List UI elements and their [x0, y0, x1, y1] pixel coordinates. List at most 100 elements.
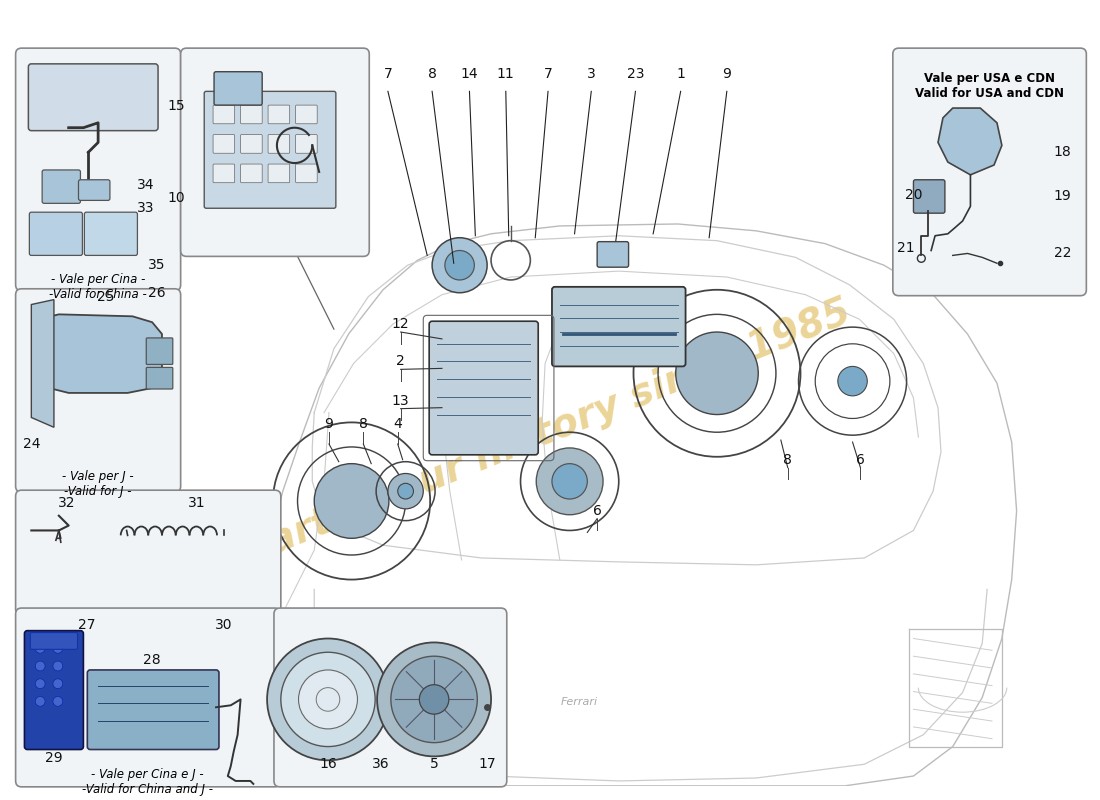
Text: 4: 4	[394, 418, 403, 431]
FancyBboxPatch shape	[552, 287, 685, 366]
FancyBboxPatch shape	[85, 212, 138, 255]
FancyBboxPatch shape	[296, 134, 317, 154]
Text: 17: 17	[478, 758, 496, 771]
Text: 6: 6	[856, 453, 865, 466]
Text: - Vale per Cina -
-Valid for China -: - Vale per Cina - -Valid for China -	[50, 273, 147, 301]
Polygon shape	[31, 300, 54, 427]
FancyBboxPatch shape	[274, 608, 507, 787]
Text: 20: 20	[904, 187, 922, 202]
Polygon shape	[40, 314, 162, 393]
Text: - Vale per J -
-Valid for J -: - Vale per J - -Valid for J -	[63, 470, 134, 498]
Circle shape	[35, 661, 45, 671]
Circle shape	[444, 250, 474, 280]
Circle shape	[675, 332, 758, 414]
FancyBboxPatch shape	[241, 164, 262, 182]
Polygon shape	[938, 108, 1002, 175]
FancyBboxPatch shape	[146, 338, 173, 365]
Text: 30: 30	[216, 618, 232, 632]
Text: 26: 26	[148, 286, 166, 300]
FancyBboxPatch shape	[268, 105, 289, 124]
FancyBboxPatch shape	[24, 630, 84, 750]
Circle shape	[53, 661, 63, 671]
Text: 3: 3	[587, 66, 595, 81]
FancyBboxPatch shape	[180, 48, 370, 256]
Circle shape	[53, 678, 63, 689]
FancyBboxPatch shape	[913, 180, 945, 213]
Circle shape	[330, 479, 373, 522]
Text: 36: 36	[372, 758, 389, 771]
Circle shape	[35, 643, 45, 654]
Text: 12: 12	[392, 317, 409, 331]
Text: 23: 23	[627, 66, 645, 81]
Text: 8: 8	[783, 453, 792, 466]
FancyBboxPatch shape	[268, 164, 289, 182]
Text: 2: 2	[396, 354, 405, 369]
Circle shape	[315, 464, 389, 538]
Circle shape	[298, 670, 358, 729]
Text: 22: 22	[1054, 246, 1071, 261]
Text: 31: 31	[188, 496, 206, 510]
Circle shape	[419, 685, 449, 714]
Text: 13: 13	[392, 394, 409, 408]
Text: 24: 24	[23, 437, 40, 451]
FancyBboxPatch shape	[78, 180, 110, 200]
Text: - Vale per Cina e J -
-Valid for China and J -: - Vale per Cina e J - -Valid for China a…	[81, 768, 212, 796]
FancyBboxPatch shape	[146, 367, 173, 389]
Text: 33: 33	[136, 202, 154, 215]
Text: 21: 21	[896, 241, 914, 254]
Circle shape	[432, 238, 487, 293]
FancyBboxPatch shape	[268, 134, 289, 154]
Circle shape	[267, 638, 389, 760]
FancyBboxPatch shape	[597, 242, 628, 267]
Text: 34: 34	[136, 178, 154, 192]
FancyBboxPatch shape	[15, 289, 180, 492]
FancyBboxPatch shape	[296, 105, 317, 124]
Text: 35: 35	[148, 258, 166, 272]
Text: 15: 15	[168, 99, 186, 113]
FancyBboxPatch shape	[15, 490, 280, 615]
Text: 27: 27	[78, 618, 95, 632]
FancyBboxPatch shape	[214, 72, 262, 105]
Circle shape	[388, 474, 424, 509]
Circle shape	[53, 643, 63, 654]
Text: 10: 10	[168, 191, 186, 206]
FancyBboxPatch shape	[429, 322, 538, 455]
Circle shape	[377, 642, 491, 756]
Text: 8: 8	[428, 66, 437, 81]
Text: 5: 5	[430, 758, 439, 771]
Text: Ferrari: Ferrari	[561, 698, 598, 707]
Text: 9: 9	[723, 66, 732, 81]
Text: 29: 29	[45, 751, 63, 766]
FancyBboxPatch shape	[205, 91, 336, 208]
Circle shape	[838, 366, 867, 396]
FancyBboxPatch shape	[31, 633, 77, 650]
Circle shape	[692, 349, 741, 398]
Text: 7: 7	[543, 66, 552, 81]
Text: 6: 6	[593, 504, 602, 518]
FancyBboxPatch shape	[42, 170, 80, 203]
Text: 9: 9	[324, 418, 333, 431]
Text: Vale per USA e CDN
Valid for USA and CDN: Vale per USA e CDN Valid for USA and CDN	[915, 72, 1064, 100]
FancyBboxPatch shape	[29, 64, 158, 130]
Text: 8: 8	[359, 418, 367, 431]
Circle shape	[35, 697, 45, 706]
Text: 32: 32	[58, 496, 76, 510]
Text: 25: 25	[97, 290, 114, 304]
FancyBboxPatch shape	[296, 164, 317, 182]
FancyBboxPatch shape	[241, 105, 262, 124]
Text: 11: 11	[497, 66, 515, 81]
Circle shape	[536, 448, 603, 514]
Circle shape	[35, 678, 45, 689]
FancyBboxPatch shape	[30, 212, 82, 255]
Circle shape	[552, 464, 587, 499]
Text: 19: 19	[1054, 190, 1071, 203]
Text: 1: 1	[676, 66, 685, 81]
Circle shape	[398, 483, 414, 499]
Text: 16: 16	[319, 758, 337, 771]
FancyBboxPatch shape	[213, 105, 234, 124]
Text: 7: 7	[384, 66, 393, 81]
FancyBboxPatch shape	[241, 134, 262, 154]
FancyBboxPatch shape	[15, 48, 180, 290]
FancyBboxPatch shape	[15, 608, 280, 787]
Text: a part of our history since 1985: a part of our history since 1985	[200, 293, 856, 587]
